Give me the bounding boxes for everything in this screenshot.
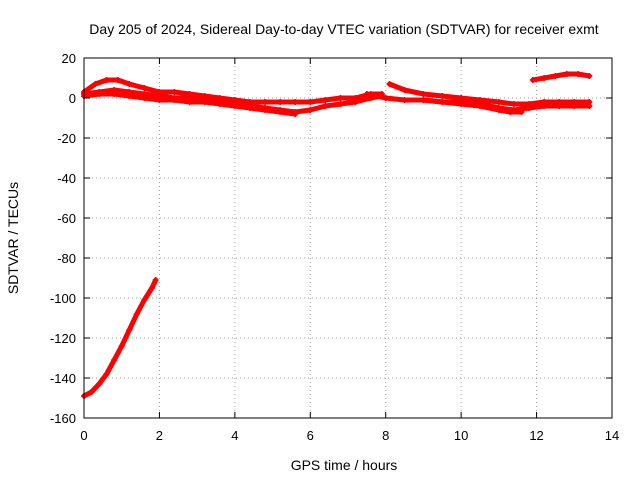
data-point <box>541 75 548 81</box>
data-point <box>152 277 159 283</box>
data-point <box>156 97 163 103</box>
data-point <box>148 285 155 291</box>
data-point <box>216 101 223 107</box>
data-point <box>510 101 517 107</box>
data-point <box>322 97 329 103</box>
chart-title: Day 205 of 2024, Sidereal Day-to-day VTE… <box>89 21 598 37</box>
data-point <box>126 81 133 87</box>
data-point <box>529 77 536 83</box>
data-point <box>556 99 563 105</box>
data-point <box>103 77 110 83</box>
data-point <box>171 89 178 95</box>
data-point <box>307 99 314 105</box>
data-point <box>118 343 125 349</box>
data-point <box>586 99 593 105</box>
y-tick-label: -120 <box>50 331 76 346</box>
data-point <box>477 103 483 109</box>
data-point <box>88 389 95 395</box>
plot-border <box>83 57 613 419</box>
data-point <box>420 91 427 97</box>
data-point <box>262 107 269 113</box>
x-tick-label: 10 <box>454 428 468 443</box>
y-tick-label: -20 <box>57 131 76 146</box>
data-point <box>292 111 299 117</box>
data-point <box>111 91 118 97</box>
series-upper-band-a <box>81 77 385 105</box>
data-point <box>363 91 370 97</box>
x-tick-label: 14 <box>605 428 619 443</box>
x-tick-label: 0 <box>80 428 87 443</box>
grid <box>84 58 612 418</box>
data-point <box>201 99 208 105</box>
y-tick-label: -80 <box>57 251 76 266</box>
y-tick-label: -100 <box>50 291 76 306</box>
plot-area <box>81 71 593 399</box>
data-point <box>571 99 578 105</box>
x-tick-label: 4 <box>231 428 238 443</box>
data-point <box>552 73 559 79</box>
data-point <box>386 81 393 87</box>
y-tick-label: -140 <box>50 371 76 386</box>
data-point <box>526 101 533 107</box>
data-point <box>171 97 178 103</box>
data-point <box>337 95 344 101</box>
x-tick-label: 12 <box>529 428 543 443</box>
data-point <box>458 95 465 101</box>
data-point <box>337 101 344 107</box>
data-point <box>477 97 483 103</box>
y-tick-label: 0 <box>69 91 76 106</box>
data-point <box>277 109 284 115</box>
y-tick-label: -60 <box>57 211 76 226</box>
data-point <box>114 77 121 83</box>
data-point <box>103 371 110 377</box>
x-axis-label: GPS time / hours <box>291 457 398 473</box>
data-point <box>111 357 118 363</box>
x-tick-label: 2 <box>156 428 163 443</box>
data-point <box>507 109 514 115</box>
data-point <box>96 381 103 387</box>
y-axis-label: SDTVAR / TECUs <box>5 182 21 294</box>
data-point <box>541 99 548 105</box>
data-point <box>92 81 99 87</box>
x-axis-ticks: 0 2 4 6 8 10 12 14 <box>80 58 619 443</box>
y-tick-label: -40 <box>57 171 76 186</box>
data-point <box>420 97 427 103</box>
data-point <box>141 297 148 303</box>
data-point <box>186 99 193 105</box>
data-point <box>439 93 446 99</box>
data-point <box>246 105 253 111</box>
data-point <box>401 87 408 93</box>
data-point <box>322 103 329 109</box>
series-late-arc <box>530 71 592 83</box>
data-point <box>141 85 148 91</box>
data-point <box>382 95 389 101</box>
data-point <box>277 99 284 105</box>
data-point <box>96 91 103 97</box>
data-point <box>575 71 582 77</box>
x-tick-label: 6 <box>307 428 314 443</box>
data-point <box>518 109 525 115</box>
data-point <box>262 99 269 105</box>
y-tick-label: 20 <box>62 51 76 66</box>
data-point <box>141 95 148 101</box>
data-point <box>439 99 446 105</box>
data-point <box>401 97 408 103</box>
data-point <box>126 327 133 333</box>
data-point <box>352 99 359 105</box>
data-point <box>563 71 570 77</box>
y-axis-ticks: 20 0 -20 -40 -60 -80 -100 -120 -140 -160 <box>50 51 612 426</box>
data-point <box>126 93 133 99</box>
data-point <box>586 73 593 79</box>
data-point <box>495 107 502 113</box>
x-tick-label: 8 <box>382 428 389 443</box>
y-tick-label: -160 <box>50 411 76 426</box>
data-point <box>458 101 465 107</box>
data-point <box>307 107 314 113</box>
data-point <box>231 103 238 109</box>
data-point <box>292 99 299 105</box>
data-point <box>495 99 502 105</box>
data-point <box>133 311 140 317</box>
